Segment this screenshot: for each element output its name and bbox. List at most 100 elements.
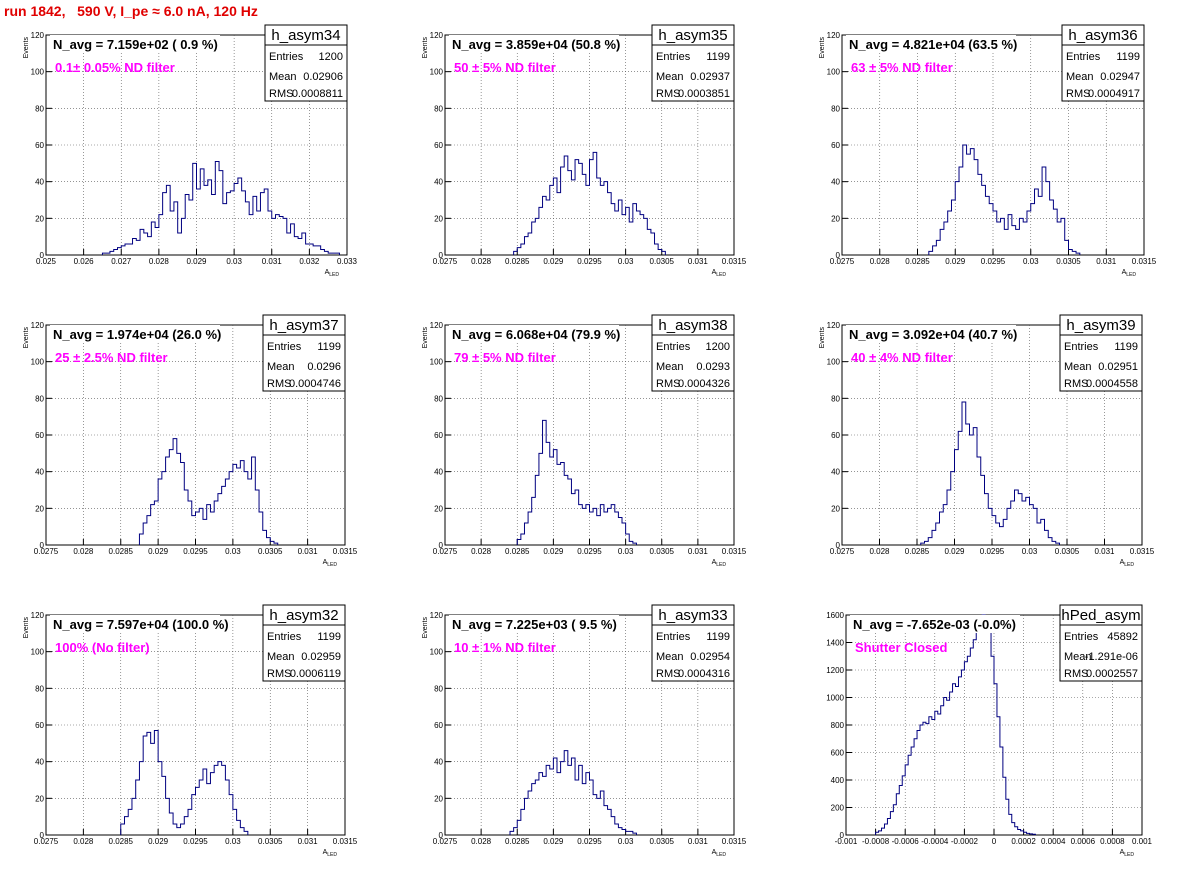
x-tick-label: 0.03 xyxy=(1023,257,1039,266)
x-tick-label: 0.0004 xyxy=(1041,837,1066,846)
histogram-name: h_asym32 xyxy=(269,607,338,624)
x-tick-label: -0.001 xyxy=(835,837,858,846)
stats-entries-key: Entries xyxy=(1066,51,1101,63)
x-axis-label-sub: LED xyxy=(327,562,337,568)
x-tick-label: 0.0315 xyxy=(722,257,747,266)
x-tick-label: 0.031 xyxy=(688,837,709,846)
x-tick-label: 0.029 xyxy=(148,837,169,846)
y-tick-label: 80 xyxy=(434,684,443,693)
x-tick-label: 0.026 xyxy=(74,257,95,266)
x-axis-label-main: A xyxy=(712,559,717,566)
y-tick-label: 40 xyxy=(831,468,840,477)
x-tick-label: 0.001 xyxy=(1132,837,1153,846)
navg-label: N_avg = -7.652e-03 (-0.0%) xyxy=(853,617,1016,632)
histogram-bins xyxy=(928,144,1081,255)
x-tick-label: 0.028 xyxy=(471,547,492,556)
histogram-bins xyxy=(875,614,1036,835)
x-tick-label: 0.033 xyxy=(337,257,358,266)
y-tick-label: 40 xyxy=(434,468,443,477)
x-tick-label: 0.029 xyxy=(186,257,207,266)
y-tick-label: 60 xyxy=(35,141,44,150)
stats-mean-key: Mean xyxy=(269,71,297,83)
navg-box xyxy=(449,35,619,53)
y-tick-label: 80 xyxy=(35,104,44,113)
stats-mean-value: 0.02947 xyxy=(1100,71,1140,83)
y-tick-label: 100 xyxy=(430,68,444,77)
y-tick-label: 20 xyxy=(434,794,443,803)
stats-rms-key: RMS xyxy=(1064,668,1088,680)
stats-rms-key: RMS xyxy=(267,668,291,680)
navg-label: N_avg = 7.159e+02 ( 0.9 %) xyxy=(53,37,218,52)
x-axis-label: ALED xyxy=(1122,269,1137,278)
x-axis-label-sub: LED xyxy=(1124,562,1134,568)
stats-mean-value: 0.02959 xyxy=(301,651,341,663)
y-axis-label: Events xyxy=(819,327,826,349)
y-tick-label: 0 xyxy=(439,541,444,550)
x-axis-label: ALED xyxy=(1120,559,1135,568)
filter-label: 40 ± 4% ND filter xyxy=(851,350,953,365)
stats-mean-value: 0.0296 xyxy=(307,361,341,373)
y-tick-label: 40 xyxy=(831,178,840,187)
stats-box xyxy=(651,314,735,392)
y-tick-label: 20 xyxy=(831,504,840,513)
histogram-panel: 0 20 40 60 80 100 120 0.0275 0.028 0.0285 0.029 0.0… xyxy=(422,314,747,568)
stats-rms-key: RMS xyxy=(656,668,680,680)
x-axis-label-sub: LED xyxy=(1124,852,1134,858)
x-tick-label: 0.0305 xyxy=(650,547,675,556)
histogram-bins xyxy=(138,438,279,545)
histogram-name: h_asym34 xyxy=(271,27,340,44)
stats-mean-value: 0.02954 xyxy=(690,651,730,663)
y-tick-label: 0 xyxy=(439,831,444,840)
histogram-bins xyxy=(120,730,249,835)
stats-entries-value: 1200 xyxy=(706,341,730,353)
run-title: run 1842, 590 V, I_pe ≈ 6.0 nA, 120 Hz xyxy=(4,3,258,19)
x-axis-label: ALED xyxy=(325,269,340,278)
stats-entries-key: Entries xyxy=(1064,631,1099,643)
x-tick-label: 0.0305 xyxy=(650,257,675,266)
x-axis-label-main: A xyxy=(325,269,330,276)
y-tick-label: 40 xyxy=(434,758,443,767)
y-axis-label: Events xyxy=(23,617,30,639)
x-tick-label: 0.028 xyxy=(149,257,170,266)
navg-label: N_avg = 6.068e+04 (79.9 %) xyxy=(452,327,620,342)
histogram-name: h_asym36 xyxy=(1068,27,1137,44)
x-tick-label: 0.03 xyxy=(618,257,634,266)
y-tick-label: 0 xyxy=(40,541,45,550)
navg-label: N_avg = 7.225e+03 ( 9.5 %) xyxy=(452,617,617,632)
stats-mean-key: Mean xyxy=(1064,361,1092,373)
y-tick-label: 120 xyxy=(31,321,45,330)
histogram-bins xyxy=(513,151,666,255)
navg-box xyxy=(50,325,220,343)
histogram-panel: 0 200 400 600 800 1000 1200 1400 1600 -0.001 -0.00… xyxy=(826,604,1153,858)
x-tick-label: 0.029 xyxy=(543,547,564,556)
x-axis-label-main: A xyxy=(1120,559,1125,566)
stats-entries-value: 1199 xyxy=(1114,341,1138,353)
histogram-bins xyxy=(101,161,340,255)
filter-label: Shutter Closed xyxy=(855,640,948,655)
x-tick-label: 0.0285 xyxy=(109,837,134,846)
y-tick-label: 0 xyxy=(439,251,444,260)
x-tick-label: 0.03 xyxy=(225,837,241,846)
x-tick-label: 0.0295 xyxy=(183,547,208,556)
stats-rms-value: 0.0006119 xyxy=(290,668,341,680)
stats-entries-key: Entries xyxy=(267,631,302,643)
y-tick-label: 120 xyxy=(827,321,841,330)
x-tick-label: 0 xyxy=(992,837,997,846)
x-tick-label: 0.0315 xyxy=(722,837,747,846)
x-tick-label: 0.0295 xyxy=(981,257,1006,266)
x-tick-label: 0.028 xyxy=(73,547,94,556)
stats-box xyxy=(262,604,346,682)
y-tick-label: 100 xyxy=(827,358,841,367)
histogram-bins xyxy=(509,750,637,835)
stats-entries-value: 1199 xyxy=(706,631,730,643)
histogram-name: h_asym38 xyxy=(658,317,727,334)
x-axis-label: ALED xyxy=(712,269,727,278)
navg-label: N_avg = 4.821e+04 (63.5 %) xyxy=(849,37,1017,52)
y-tick-label: 20 xyxy=(434,504,443,513)
y-tick-label: 60 xyxy=(434,431,443,440)
x-tick-label: 0.031 xyxy=(1096,257,1117,266)
x-tick-label: -0.0006 xyxy=(892,837,920,846)
navg-box xyxy=(50,35,220,53)
stats-rms-key: RMS xyxy=(656,88,680,100)
stats-entries-value: 1199 xyxy=(706,51,730,63)
